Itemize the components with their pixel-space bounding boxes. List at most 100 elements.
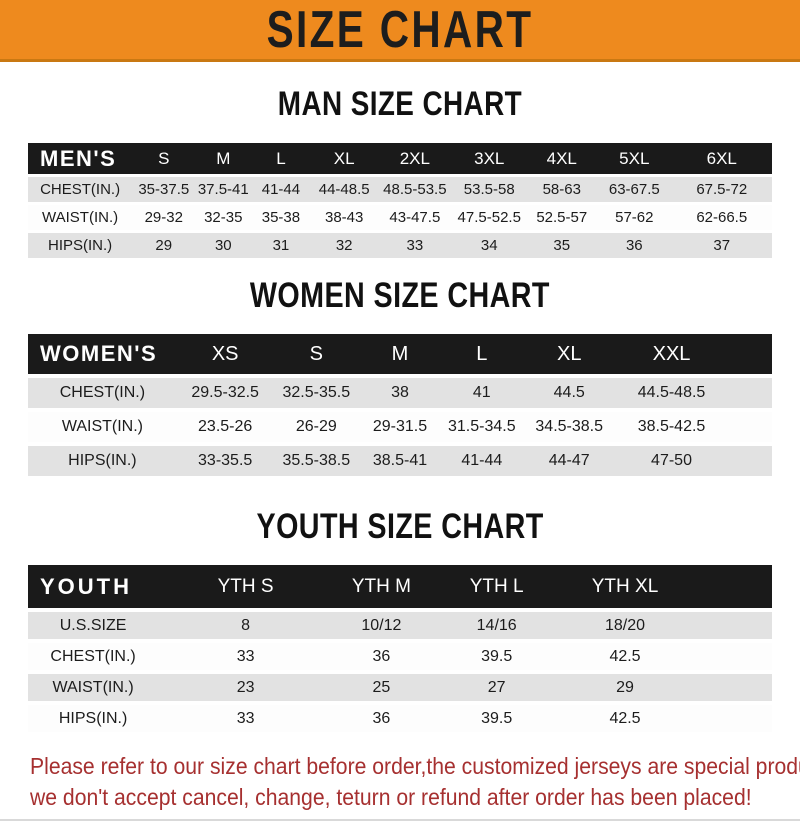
value-cell: 53.5-58 (452, 177, 527, 202)
value-cell: 31.5-34.5 (440, 412, 523, 442)
women-section: WOMEN SIZE CHART WOMEN'S XS S M L XL XXL CHEST(… (0, 276, 800, 480)
value-cell: 32 (310, 233, 378, 258)
table-row: WAIST(IN.) 23 25 27 29 (28, 674, 772, 701)
spacer-cell (686, 565, 772, 608)
value-cell: 36 (333, 705, 430, 732)
value-cell: 27 (429, 674, 564, 701)
row-label-cell: U.S.SIZE (28, 612, 159, 639)
size-chart-banner: SIZE CHART (0, 0, 800, 62)
column-header-cell: YTH XL (563, 565, 687, 608)
value-cell: 63-67.5 (597, 177, 672, 202)
row-label-cell: WAIST(IN.) (28, 412, 177, 442)
table-row: WAIST(IN.) 23.5-26 26-29 29-31.5 31.5-34.5 34… (28, 412, 772, 442)
value-cell: 44-48.5 (310, 177, 378, 202)
value-cell: 44-47 (522, 446, 616, 476)
column-header-cell: 2XL (377, 143, 453, 174)
value-cell: 23 (158, 674, 334, 701)
column-header-cell: XL (310, 143, 378, 174)
column-header-cell: L (440, 334, 523, 374)
value-cell: 36 (597, 233, 672, 258)
table-row: HIPS(IN.) 33-35.5 35.5-38.5 38.5-41 41-44 44-… (28, 446, 772, 476)
value-cell: 36 (333, 643, 430, 670)
column-header-cell: YTH M (333, 565, 430, 608)
value-cell: 38.5-41 (359, 446, 441, 476)
row-label-cell: WAIST(IN.) (28, 205, 133, 230)
column-header-cell: S (132, 143, 196, 174)
value-cell: 34 (452, 233, 527, 258)
row-label-cell: CHEST(IN.) (28, 177, 133, 202)
mens-size-table: MEN'S S M L XL 2XL 3XL 4XL 5XL 6XL CHEST(IN.) 35-37… (28, 140, 772, 261)
value-cell: 41 (440, 378, 523, 408)
column-header-cell: XL (522, 334, 616, 374)
value-cell: 41-44 (251, 177, 311, 202)
column-header-cell: M (359, 334, 441, 374)
column-header-cell: L (251, 143, 311, 174)
row-label-cell: CHEST(IN.) (28, 378, 177, 408)
value-cell: 52.5-57 (526, 205, 598, 230)
value-cell: 42.5 (563, 643, 687, 670)
row-label-cell: WAIST(IN.) (28, 674, 159, 701)
value-cell: 38.5-42.5 (615, 412, 728, 442)
value-cell: 44.5 (522, 378, 616, 408)
banner-title: SIZE CHART (266, 0, 534, 59)
value-cell: 33 (158, 705, 334, 732)
youth-section: YOUTH SIZE CHART YOUTH YTH S YTH M YTH L YTH… (0, 507, 800, 736)
row-label-cell: HIPS(IN.) (28, 233, 133, 258)
value-cell: 25 (333, 674, 430, 701)
value-cell: 41-44 (440, 446, 523, 476)
man-section-title: MAN SIZE CHART (277, 85, 523, 123)
value-cell: 31 (251, 233, 311, 258)
value-cell: 35 (526, 233, 598, 258)
column-header-cell: 5XL (597, 143, 672, 174)
value-cell: 30 (195, 233, 252, 258)
column-header-cell: YTH L (429, 565, 564, 608)
table-title-cell: YOUTH (28, 565, 159, 608)
spacer-cell (727, 412, 772, 442)
value-cell: 42.5 (563, 705, 687, 732)
value-cell: 18/20 (563, 612, 687, 639)
spacer-cell (727, 378, 772, 408)
value-cell: 35-37.5 (132, 177, 196, 202)
value-cell: 33-35.5 (176, 446, 274, 476)
value-cell: 33 (158, 643, 334, 670)
value-cell: 58-63 (526, 177, 598, 202)
order-disclaimer: Please refer to our size chart before or… (30, 751, 800, 813)
column-header-cell: 4XL (526, 143, 598, 174)
column-header-cell: 6XL (671, 143, 772, 174)
table-header-row: YOUTH YTH S YTH M YTH L YTH XL (28, 565, 772, 608)
value-cell: 43-47.5 (377, 205, 453, 230)
value-cell: 14/16 (429, 612, 564, 639)
column-header-cell: XS (176, 334, 274, 374)
table-row: CHEST(IN.) 29.5-32.5 32.5-35.5 38 41 44.5 44.5… (28, 378, 772, 408)
value-cell: 33 (377, 233, 453, 258)
value-cell: 26-29 (273, 412, 360, 442)
youth-section-title: YOUTH SIZE CHART (256, 507, 544, 546)
row-label-cell: HIPS(IN.) (28, 446, 177, 476)
value-cell: 35.5-38.5 (273, 446, 360, 476)
value-cell: 48.5-53.5 (377, 177, 453, 202)
value-cell: 32-35 (195, 205, 252, 230)
value-cell: 47-50 (615, 446, 728, 476)
row-label-cell: CHEST(IN.) (28, 643, 159, 670)
table-row: U.S.SIZE 8 10/12 14/16 18/20 (28, 612, 772, 639)
table-row: HIPS(IN.) 29 30 31 32 33 34 35 36 37 (28, 233, 772, 258)
value-cell: 47.5-52.5 (452, 205, 527, 230)
disclaimer-line-1: Please refer to our size chart before or… (30, 753, 800, 779)
value-cell: 37 (671, 233, 772, 258)
value-cell: 38-43 (310, 205, 378, 230)
value-cell: 29 (132, 233, 196, 258)
table-row: CHEST(IN.) 33 36 39.5 42.5 (28, 643, 772, 670)
value-cell: 57-62 (597, 205, 672, 230)
column-header-cell: S (273, 334, 360, 374)
spacer-cell (686, 705, 772, 732)
value-cell: 34.5-38.5 (522, 412, 616, 442)
spacer-cell (686, 643, 772, 670)
womens-size-table: WOMEN'S XS S M L XL XXL CHEST(IN.) 29.5-32.5 32.5… (28, 330, 772, 480)
column-header-cell: YTH S (158, 565, 334, 608)
value-cell: 39.5 (429, 705, 564, 732)
table-row: WAIST(IN.) 29-32 32-35 35-38 38-43 43-47.5 47.… (28, 205, 772, 230)
spacer-cell (727, 334, 772, 374)
man-section: MAN SIZE CHART MEN'S S M L XL 2XL 3XL 4XL 5XL 6XL… (0, 85, 800, 261)
column-header-cell: M (195, 143, 252, 174)
value-cell: 23.5-26 (176, 412, 274, 442)
